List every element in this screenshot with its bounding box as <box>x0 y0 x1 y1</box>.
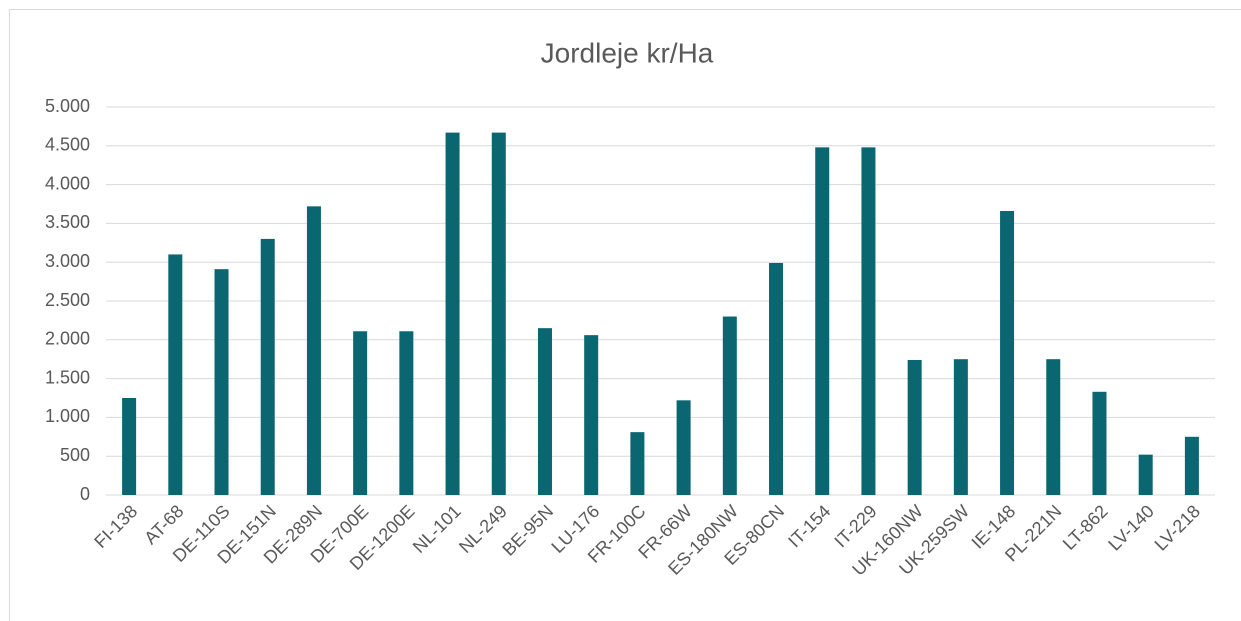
bar <box>722 316 737 495</box>
x-tick-label: BE-95N <box>498 501 557 560</box>
y-tick-label: 2.000 <box>45 329 90 349</box>
bar <box>907 359 922 495</box>
y-tick-label: 500 <box>60 445 90 465</box>
y-tick-label: 4.500 <box>45 135 90 155</box>
bar <box>353 331 368 495</box>
y-tick-label: 3.500 <box>45 212 90 232</box>
y-tick-label: 0 <box>80 484 90 504</box>
chart-title: Jordleje kr/Ha <box>541 37 714 68</box>
bar <box>491 132 506 495</box>
x-tick-label: LV-140 <box>1104 501 1158 555</box>
x-tick-label: NL-101 <box>409 501 465 557</box>
y-tick-label: 1.500 <box>45 367 90 387</box>
x-tick-label: LT-862 <box>1059 501 1112 554</box>
chart-border <box>9 9 1241 621</box>
y-tick-label: 1.000 <box>45 406 90 426</box>
bar <box>1046 359 1061 495</box>
bar <box>1000 210 1015 495</box>
bar <box>1138 454 1153 495</box>
y-tick-label: 2.500 <box>45 290 90 310</box>
bar <box>122 398 137 495</box>
x-tick-label: FI-138 <box>90 501 141 552</box>
bar <box>537 328 552 495</box>
y-tick-label: 5.000 <box>45 96 90 116</box>
bar <box>676 400 691 495</box>
x-tick-label: IT-154 <box>784 501 834 551</box>
bar <box>1184 436 1199 495</box>
bar <box>168 254 183 495</box>
bar <box>214 269 229 495</box>
x-tick-label: LV-218 <box>1151 501 1205 555</box>
bar <box>445 132 460 495</box>
bar <box>584 335 599 495</box>
bar <box>306 206 321 495</box>
bar <box>630 432 645 495</box>
bar <box>953 359 968 495</box>
bar <box>769 262 784 495</box>
bar <box>815 147 830 496</box>
bar <box>1092 391 1107 495</box>
y-tick-label: 4.000 <box>45 173 90 193</box>
bar <box>399 331 414 495</box>
bar <box>260 238 275 496</box>
bar <box>861 147 876 496</box>
y-tick-label: 3.000 <box>45 251 90 271</box>
